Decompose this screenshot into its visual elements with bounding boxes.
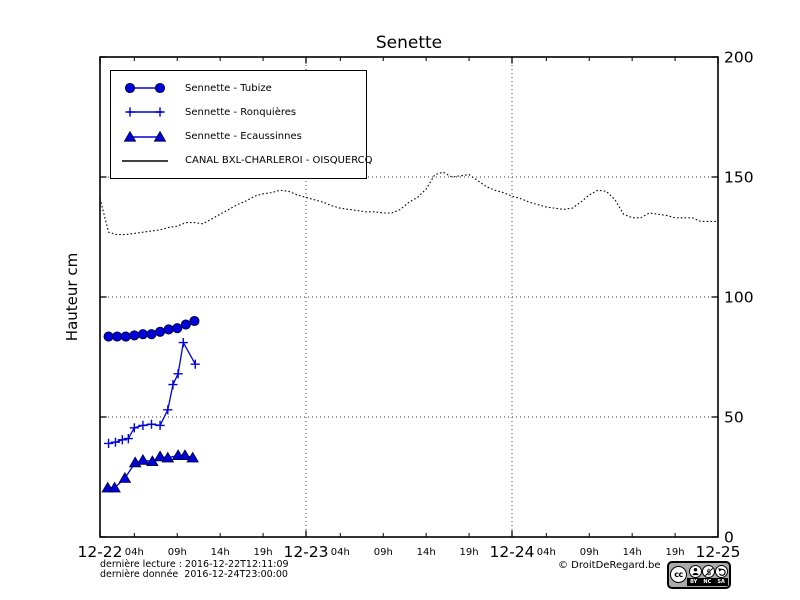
legend-item-tubize: Sennette - Tubize (120, 79, 362, 97)
copyright-text: © DroitDeRegard.be (558, 560, 661, 571)
last-data-text: dernière donnée 2016-12-24T23:00:00 (100, 569, 288, 580)
legend-label: Sennette - Ronquières (185, 106, 297, 118)
svg-text:19h: 19h (666, 547, 685, 558)
svg-text:19h: 19h (460, 547, 479, 558)
cc-license-badge[interactable]: cc $ BY NC SA (667, 561, 731, 589)
svg-text:09h: 09h (168, 547, 187, 558)
svg-text:14h: 14h (417, 547, 436, 558)
svg-text:14h: 14h (211, 547, 230, 558)
cc-nc-label: NC (703, 578, 712, 585)
svg-text:12-23: 12-23 (283, 543, 328, 561)
legend-marker-triangle-icon (120, 128, 170, 146)
svg-text:100: 100 (724, 289, 754, 307)
last-reading-text: dernière lecture : 2016-12-22T12:11:09 (100, 559, 289, 570)
series-sennette-ronqui-res (103, 338, 200, 448)
legend-item-canal: CANAL BXL-CHARLEROI - OISQUERCQ (120, 152, 373, 170)
svg-text:200: 200 (724, 49, 754, 67)
chart-title: Senette (375, 33, 443, 53)
x-axis-tick-labels: 12-22 12-23 12-24 12-25 04h 09h 14h 19h 04h 09h 14… (77, 543, 740, 561)
cc-badge-labels: BY NC SA (687, 578, 728, 586)
svg-text:50: 50 (724, 409, 744, 427)
svg-text:14h: 14h (623, 547, 642, 558)
svg-text:19h: 19h (254, 547, 273, 558)
svg-text:04h: 04h (537, 547, 556, 558)
svg-text:0: 0 (724, 529, 734, 547)
legend-item-ronquieres: Sennette - Ronquières (120, 103, 362, 121)
svg-text:12-22: 12-22 (77, 543, 122, 561)
svg-text:09h: 09h (374, 547, 393, 558)
series-canal-bxl-charleroi-oisquercq (99, 171, 718, 236)
svg-text:12-25: 12-25 (695, 543, 740, 561)
non-commercial-dollar-icon: $ (702, 565, 715, 578)
share-alike-arrow-icon (715, 565, 728, 578)
legend-label: Sennette - Ecaussinnes (185, 131, 302, 143)
y-axis-label: Hauteur cm (63, 252, 81, 342)
cc-icon: cc (670, 566, 687, 583)
legend-label: Sennette - Tubize (185, 82, 272, 94)
attribution-person-icon (689, 565, 702, 578)
legend-marker-circle-icon (120, 79, 170, 97)
y-axis-tick-labels: 0 50 100 150 200 (724, 49, 754, 547)
cc-by-label: BY (690, 578, 698, 585)
legend-marker-plus-icon (120, 103, 170, 121)
legend: Sennette - Tubize Sennette - Ronquières … (110, 70, 373, 179)
svg-text:150: 150 (724, 169, 754, 187)
legend-marker-line-icon (120, 152, 170, 170)
svg-text:12-24: 12-24 (489, 543, 534, 561)
axis-ticks (99, 56, 719, 538)
legend-item-ecaussinnes: Sennette - Ecaussinnes (120, 128, 362, 146)
svg-text:09h: 09h (580, 547, 599, 558)
series-sennette-ecaussinnes (101, 449, 199, 493)
series-sennette-tubize (103, 315, 200, 342)
svg-text:04h: 04h (125, 547, 144, 558)
legend-label: CANAL BXL-CHARLEROI - OISQUERCQ (185, 155, 373, 167)
svg-text:04h: 04h (331, 547, 350, 558)
cc-sa-label: SA (717, 578, 725, 585)
